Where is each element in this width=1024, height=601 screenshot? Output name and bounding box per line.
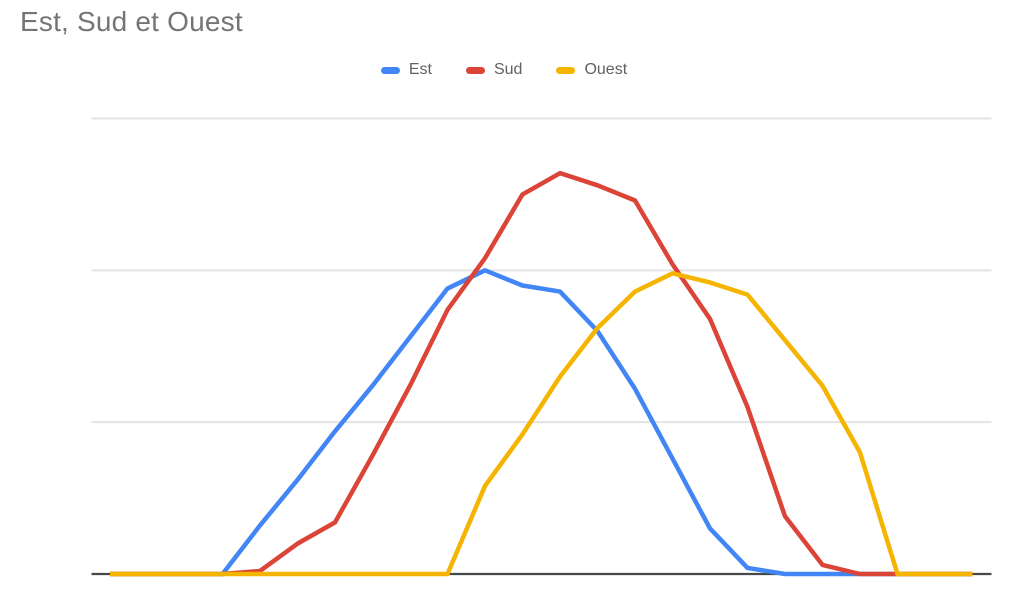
chart-title: Est, Sud et Ouest — [20, 6, 243, 37]
legend-swatch-ouest-icon — [556, 66, 576, 74]
legend: Est Sud Ouest — [0, 62, 1008, 78]
legend-swatch-est-icon — [380, 66, 400, 74]
legend-item-est[interactable]: Est — [380, 61, 432, 78]
legend-item-sud[interactable]: Sud — [465, 61, 523, 78]
legend-label-ouest: Ouest — [584, 61, 628, 78]
legend-swatch-sud-icon — [465, 66, 485, 74]
series-line-est — [110, 268, 973, 577]
series-line-ouest — [110, 271, 973, 577]
legend-item-ouest[interactable]: Ouest — [556, 62, 627, 78]
series-line-sud — [110, 170, 973, 577]
legend-label-sud: Sud — [493, 61, 523, 78]
legend-label-est: Est — [408, 61, 432, 78]
